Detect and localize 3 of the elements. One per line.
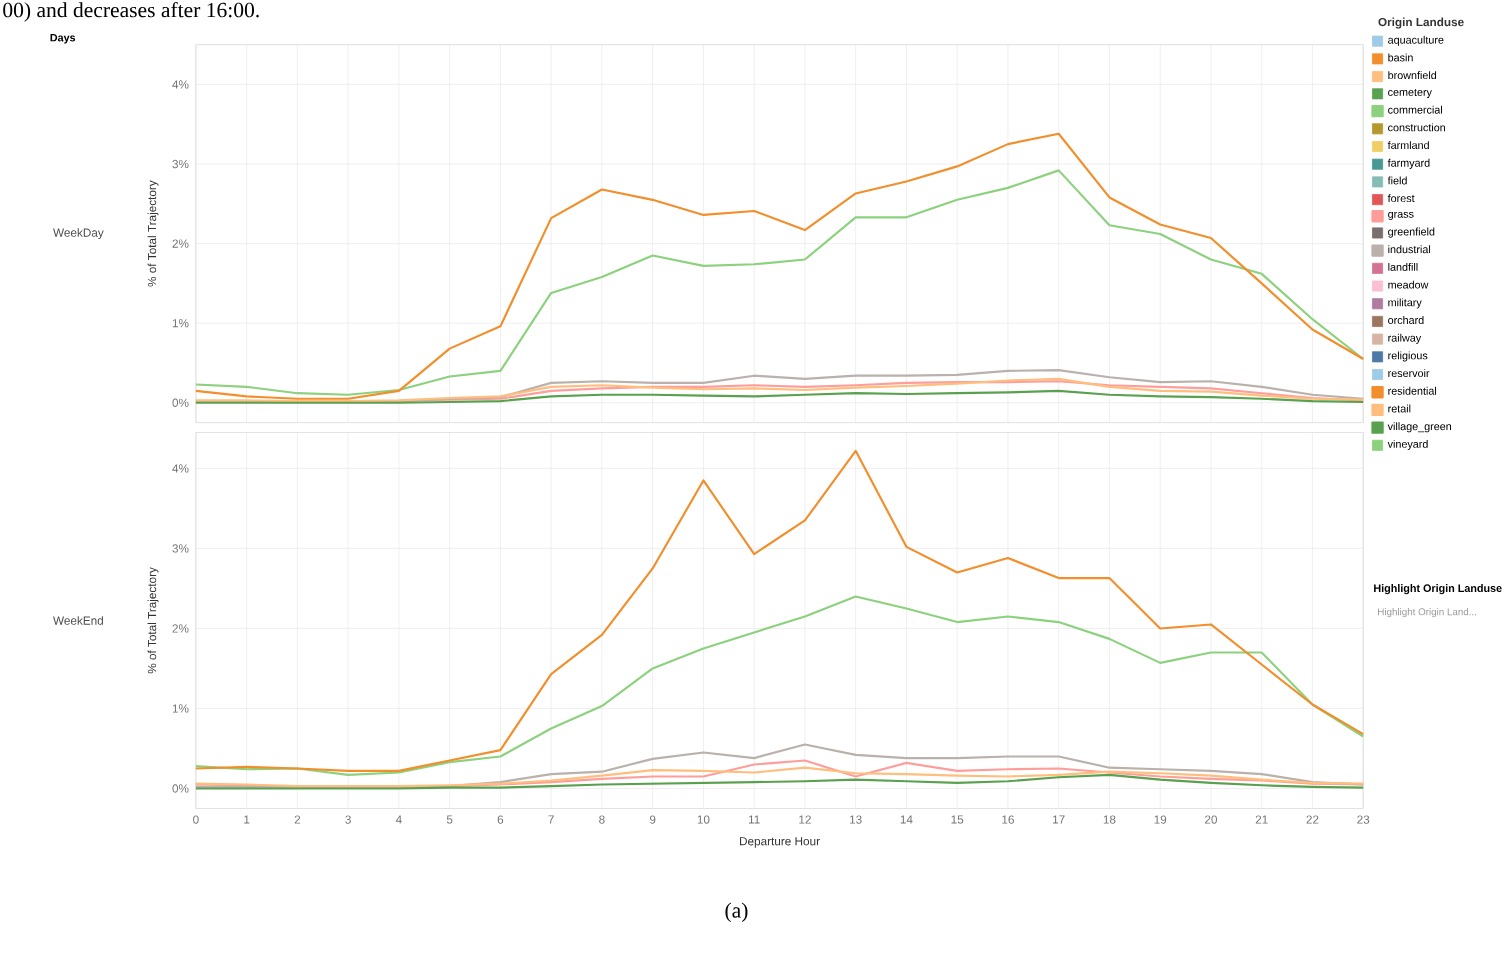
text: 00) and decreases after 16:00.	[3, 2, 259, 22]
line-series	[194, 450, 1365, 773]
text: (a)	[725, 902, 748, 923]
